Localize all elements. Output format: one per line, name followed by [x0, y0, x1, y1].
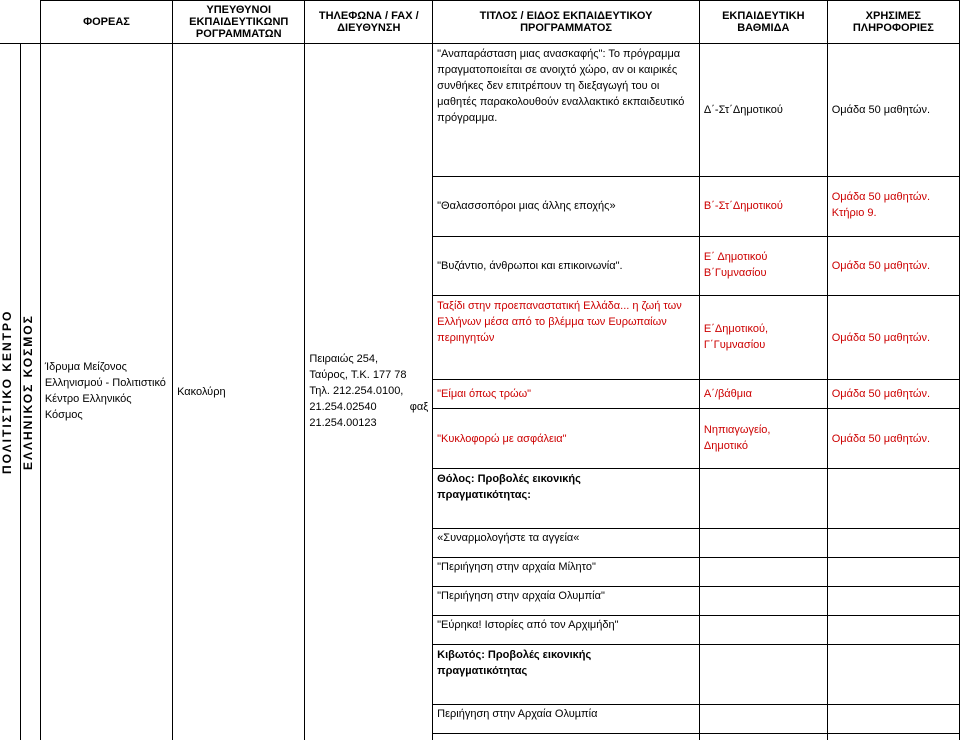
col-titlos: ΤΙΤΛΟΣ / ΕΙΔΟΣ ΕΚΠΑΙΔΕΥΤΙΚΟΥ ΠΡΟΓΡΑΜΜΑΤΟ… — [433, 1, 700, 44]
prog-level: Δ΄-Στ΄Δημοτικού — [699, 44, 827, 177]
prog-info: Ομάδα 50 μαθητών. — [827, 44, 959, 177]
prog-title: "Είμαι όπως τρώω" — [433, 380, 700, 409]
addr-line: Πειραιώς 254, — [309, 352, 428, 368]
addr-cell: Πειραιώς 254, Ταύρος, Τ.Κ. 177 78 Τηλ. 2… — [305, 44, 433, 740]
prog-title: «Συναρµολογήστε τα αγγεία« — [433, 528, 700, 557]
prog-title: Περιήγηση στην Αρχαία Ολυµπία — [433, 704, 700, 733]
prog-title: "Θαλασσοπόροι μιας άλλης εποχής» — [433, 176, 700, 236]
prog-info: Ομάδα 50 μαθητών. Κτήριο 9. — [827, 176, 959, 236]
prog-title: "Αναπαράσταση μιας ανασκαφής": Το πρόγρα… — [433, 44, 700, 177]
col-foreas: ΦΟΡΕΑΣ — [40, 1, 172, 44]
prog-info: Ομάδα 50 μαθητών. — [827, 296, 959, 380]
prog-level — [699, 645, 827, 705]
prog-info: Ομάδα 50 μαθητών. — [827, 380, 959, 409]
prog-title: Θόλος: Προβολές εικονικής πραγµατικότητα… — [433, 468, 700, 528]
prog-title: "Βυζάντιο, άνθρωποι και επικοινωνία". — [433, 236, 700, 296]
prog-title: "Περιήγηση στην αρχαία Ολυμπία" — [433, 586, 700, 615]
prog-level — [699, 468, 827, 528]
prog-info — [827, 704, 959, 733]
col-yp: ΥΠΕΥΘΥΝΟΙ ΕΚΠΑΙΔΕΥΤΙΚΩΝΠ ΡΟΓΡΑΜΜΑΤΩΝ — [173, 1, 305, 44]
prog-info: Ομάδα 50 μαθητών. — [827, 236, 959, 296]
addr-line: 21.254.02540 φαξ — [309, 400, 428, 416]
main-table: ΦΟΡΕΑΣ ΥΠΕΥΘΥΝΟΙ ΕΚΠΑΙΔΕΥΤΙΚΩΝΠ ΡΟΓΡΑΜΜΑ… — [0, 0, 960, 740]
prog-info: Ομάδα 50 μαθητών. — [827, 409, 959, 469]
prog-level — [699, 528, 827, 557]
prog-level — [699, 704, 827, 733]
prog-info — [827, 528, 959, 557]
prog-level: Β΄-Στ΄Δημοτικού — [699, 176, 827, 236]
table-header: ΦΟΡΕΑΣ ΥΠΕΥΘΥΝΟΙ ΕΚΠΑΙΔΕΥΤΙΚΩΝΠ ΡΟΓΡΑΜΜΑ… — [0, 1, 960, 44]
addr-line: Ταύρος, Τ.Κ. 177 78 — [309, 368, 428, 384]
col-bathmida: ΕΚΠΑΙΔΕΥΤΙΚΗ ΒΑΘΜΙΔΑ — [699, 1, 827, 44]
prog-title — [433, 734, 700, 740]
prog-level — [699, 557, 827, 586]
foreas-text: Ίδρυμα Μείζονος Ελληνισμού - Πολιτιστικό… — [45, 361, 166, 421]
prog-level: Ε΄Δημοτικού, Γ΄Γυμνασίου — [699, 296, 827, 380]
yp-text: Κακολύρη — [177, 386, 225, 398]
side-label-1: ΠΟΛΙΤΙΣΤΙΚΟ ΚΕΝΤΡΟ — [0, 44, 14, 740]
yp-cell: Κακολύρη — [173, 44, 305, 740]
prog-title: "Περιήγηση στην αρχαία Μίλητο" — [433, 557, 700, 586]
prog-info — [827, 586, 959, 615]
prog-info — [827, 468, 959, 528]
prog-level — [699, 616, 827, 645]
prog-title: Κιβωτός: Προβολές εικονικής πραγµατικότη… — [433, 645, 700, 705]
prog-info — [827, 557, 959, 586]
prog-title: "Κυκλοφορώ με ασφάλεια" — [433, 409, 700, 469]
addr-line: 21.254.00123 — [309, 416, 428, 432]
prog-title: Ταξίδι στην προεπαναστατική Ελλάδα... η … — [433, 296, 700, 380]
col-tel: ΤΗΛΕΦΩΝΑ / FAX / ΔΙΕΥΘΥΝΣΗ — [305, 1, 433, 44]
foreas-cell: Ίδρυμα Μείζονος Ελληνισμού - Πολιτιστικό… — [40, 44, 172, 740]
prog-info — [827, 734, 959, 740]
prog-level: Α΄/βάθμια — [699, 380, 827, 409]
prog-title: "Εύρηκα! Ιστορίες από τον Αρχιμήδη" — [433, 616, 700, 645]
prog-info — [827, 616, 959, 645]
prog-level — [699, 734, 827, 740]
prog-level: Νηπιαγωγείο, Δημοτικό — [699, 409, 827, 469]
prog-level: Ε΄ Δημοτικού Β΄Γυμνασίου — [699, 236, 827, 296]
side-label-2: ΕΛΛΗΝΙΚΟΣ ΚΟΣΜΟΣ — [21, 44, 35, 740]
prog-info — [827, 645, 959, 705]
col-info: ΧΡΗΣΙΜΕΣ ΠΛΗΡΟΦΟΡΙΕΣ — [827, 1, 959, 44]
addr-line: Τηλ. 212.254.0100, — [309, 384, 428, 400]
prog-level — [699, 586, 827, 615]
